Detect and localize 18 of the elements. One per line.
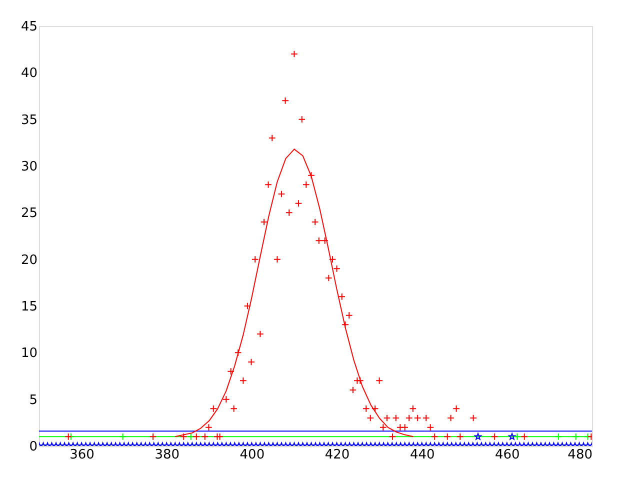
- y-tick-label: 30: [20, 160, 38, 174]
- y-tick-label: 0: [29, 440, 38, 454]
- y-tick-label: 5: [29, 392, 38, 408]
- x-tick-label: 480: [568, 448, 592, 462]
- y-tick-label: 45: [20, 20, 38, 34]
- y-tick-label: 25: [20, 206, 38, 222]
- y-tick-label: 15: [20, 300, 38, 314]
- x-tick-label: 360: [70, 448, 94, 462]
- x-tick-label: 380: [154, 448, 180, 462]
- line-series: [174, 148, 414, 438]
- x-tick-label: 400: [240, 448, 265, 462]
- y-tick-label: 20: [20, 252, 38, 268]
- y-tick-label: 10: [20, 346, 38, 362]
- y-tick-label: 35: [20, 112, 38, 128]
- x-tick-label: 460: [495, 448, 520, 462]
- x-tick-label: 420: [324, 448, 350, 462]
- y-tick-label: 40: [20, 66, 38, 82]
- x-tick-label: 440: [410, 448, 435, 462]
